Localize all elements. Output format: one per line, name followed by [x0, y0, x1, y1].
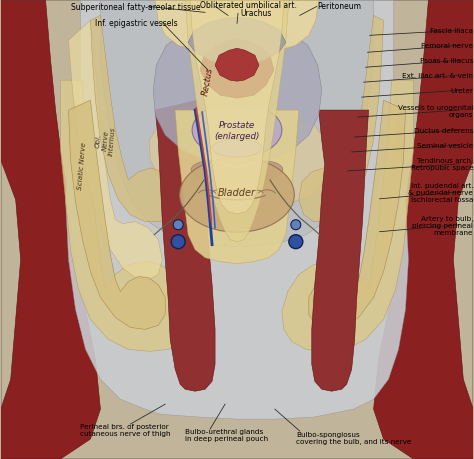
Text: Femoral nerve: Femoral nerve [421, 43, 473, 49]
Polygon shape [282, 81, 413, 352]
Text: Vessels to urogenital
organs: Vessels to urogenital organs [398, 104, 473, 118]
Text: Peritoneum: Peritoneum [318, 2, 362, 11]
Polygon shape [185, 1, 289, 242]
Polygon shape [155, 101, 215, 392]
Ellipse shape [291, 220, 301, 230]
Ellipse shape [212, 140, 262, 157]
Polygon shape [200, 40, 274, 99]
Polygon shape [175, 111, 299, 264]
Polygon shape [61, 81, 192, 352]
Text: Sciatic Nerve: Sciatic Nerve [77, 141, 88, 190]
Text: Subperitoneal fatty-areolar tissue: Subperitoneal fatty-areolar tissue [71, 3, 200, 12]
Polygon shape [69, 21, 162, 280]
Polygon shape [153, 24, 322, 163]
Text: Int. pudendal art.
& pudendal nerve
Ischiorectal fossa: Int. pudendal art. & pudendal nerve Isch… [409, 182, 473, 202]
Polygon shape [69, 101, 165, 330]
Text: Psoas & iliacus: Psoas & iliacus [420, 58, 473, 64]
Polygon shape [149, 114, 330, 205]
Text: Prostate
(enlarged): Prostate (enlarged) [214, 121, 260, 140]
Polygon shape [65, 1, 409, 419]
Polygon shape [188, 18, 286, 66]
Text: Inf. epigastric vessels: Inf. epigastric vessels [95, 19, 178, 28]
Text: Bulbo-urethral glands
in deep perineal pouch: Bulbo-urethral glands in deep perineal p… [185, 428, 268, 441]
Text: Ureter: Ureter [450, 88, 473, 94]
Polygon shape [91, 17, 175, 222]
Ellipse shape [192, 103, 282, 158]
Text: Obliterated umbilical art.: Obliterated umbilical art. [200, 1, 297, 10]
Polygon shape [299, 17, 383, 222]
Text: Tendinous arch,
Retropubic space: Tendinous arch, Retropubic space [410, 158, 473, 171]
Polygon shape [100, 1, 374, 247]
Polygon shape [312, 111, 369, 392]
Polygon shape [1, 1, 100, 459]
Polygon shape [155, 1, 319, 54]
Ellipse shape [289, 235, 303, 249]
Text: Perineal brs. of posterior
cutaneous nerve of thigh: Perineal brs. of posterior cutaneous ner… [81, 423, 171, 436]
Ellipse shape [191, 162, 229, 179]
Text: Ext. iliac art. & vein: Ext. iliac art. & vein [402, 73, 473, 79]
Text: Bulbo-spongiosus
covering the bulb, and its nerve: Bulbo-spongiosus covering the bulb, and … [296, 431, 411, 443]
Text: Urachus: Urachus [240, 9, 272, 18]
Text: Fascia iliaca: Fascia iliaca [430, 28, 473, 34]
Ellipse shape [173, 220, 183, 230]
Text: Artery to bulb,
piercing perineal
membrane: Artery to bulb, piercing perineal membra… [412, 215, 473, 235]
Text: Rectus: Rectus [201, 66, 215, 96]
Polygon shape [309, 101, 405, 330]
Ellipse shape [180, 158, 294, 233]
Text: Ductus deferens: Ductus deferens [414, 128, 473, 134]
Ellipse shape [245, 162, 283, 179]
Ellipse shape [171, 235, 185, 249]
Polygon shape [374, 1, 473, 459]
Polygon shape [190, 1, 284, 214]
Text: Seminal vesicle: Seminal vesicle [417, 143, 473, 149]
Text: Obl.
Nerve
Internus: Obl. Nerve Internus [94, 125, 117, 156]
Polygon shape [215, 49, 259, 82]
Text: Bladder: Bladder [218, 187, 256, 197]
